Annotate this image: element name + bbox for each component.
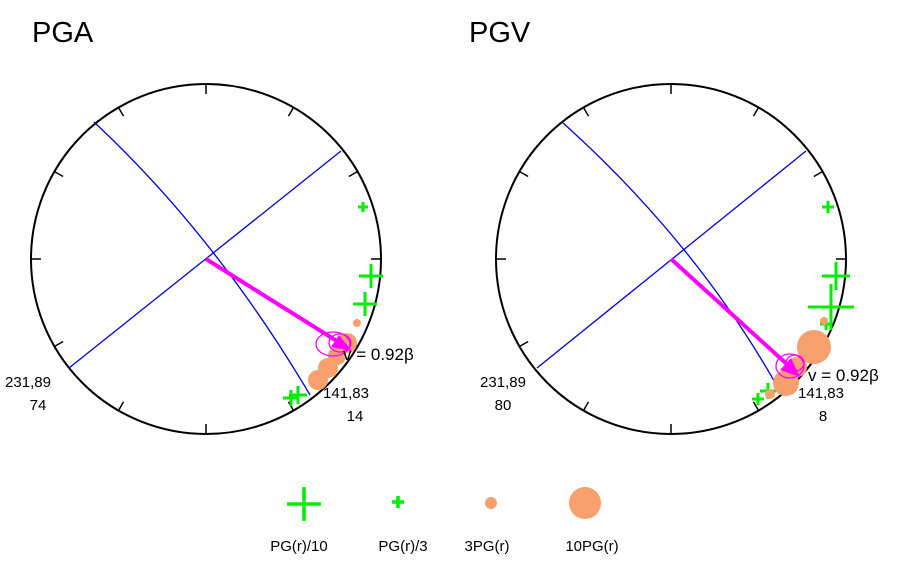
station-cross (353, 292, 377, 316)
arrowhead (331, 335, 352, 351)
nodal-plane-2 (68, 150, 342, 369)
legend-label: 10PG(r) (565, 538, 618, 555)
velocity-label: v = 0.92β (808, 366, 879, 385)
rupture-direction-arrow (204, 257, 342, 345)
panel-title: PGA (32, 17, 94, 49)
tick-mark (287, 107, 295, 117)
tick-mark (287, 401, 295, 411)
nodal-plane-1 (561, 121, 783, 396)
station-dot (797, 330, 831, 364)
tick-mark (752, 401, 760, 411)
ticks (496, 84, 846, 434)
tick-mark (813, 170, 823, 178)
tick-mark (117, 107, 125, 117)
station-dot (765, 389, 775, 399)
tick-mark (54, 340, 64, 348)
tick-mark (752, 107, 760, 117)
station-cross (289, 386, 307, 404)
direction-uncertainty (328, 333, 352, 353)
station-dot (308, 370, 328, 390)
nodal-plane-1 (93, 121, 311, 396)
plane2-label: 141,83 (798, 385, 844, 402)
tick-mark (54, 170, 64, 178)
tick-mark (582, 401, 590, 411)
plane2-rake: 14 (347, 408, 364, 425)
plane1-label: 231,89 (480, 374, 526, 391)
station-cross (822, 262, 850, 290)
station-dot (773, 370, 799, 396)
direction-uncertainty (785, 354, 805, 372)
panel-pgv: PGV v = 0.92β 231,89 80 141,83 8 (469, 17, 879, 435)
panel-title: PGV (469, 17, 531, 49)
tick-mark (117, 401, 125, 411)
legend-label: PG(r)/10 (270, 538, 328, 555)
plane1-label: 231,89 (5, 374, 51, 391)
direction-uncertainty (315, 331, 351, 357)
arrowhead (780, 358, 800, 377)
tick-mark (519, 340, 529, 348)
station-cross (752, 393, 764, 405)
tick-mark (348, 170, 358, 178)
plane1-rake: 74 (30, 397, 47, 414)
legend-label: PG(r)/3 (378, 538, 427, 555)
panel-pga: PGA v = 0.92β 231,89 74 141,83 14 (5, 17, 414, 435)
station-cross (822, 201, 834, 213)
station-dot (820, 317, 828, 325)
station-cross (283, 390, 299, 406)
tick-mark (582, 107, 590, 117)
legend-label: 3PG(r) (465, 538, 510, 555)
legend: PG(r)/10 PG(r)/3 3PG(r) 10PG(r) (270, 487, 619, 555)
legend-item-large-cross: PG(r)/10 (270, 487, 328, 555)
station-dot (353, 319, 361, 327)
station-cross (359, 264, 383, 288)
legend-item-small-dot: 3PG(r) (465, 497, 510, 555)
tick-mark (519, 170, 529, 178)
station-cross (358, 202, 368, 212)
velocity-label: v = 0.92β (343, 345, 414, 364)
plane1-rake: 80 (495, 397, 512, 414)
station-cross (808, 284, 854, 330)
legend-item-small-cross: PG(r)/3 (378, 496, 428, 555)
rupture-direction-arrow (669, 257, 791, 368)
legend-item-large-dot: 10PG(r) (565, 487, 619, 555)
plane2-rake: 8 (819, 408, 827, 425)
plane2-label: 141,83 (323, 385, 369, 402)
